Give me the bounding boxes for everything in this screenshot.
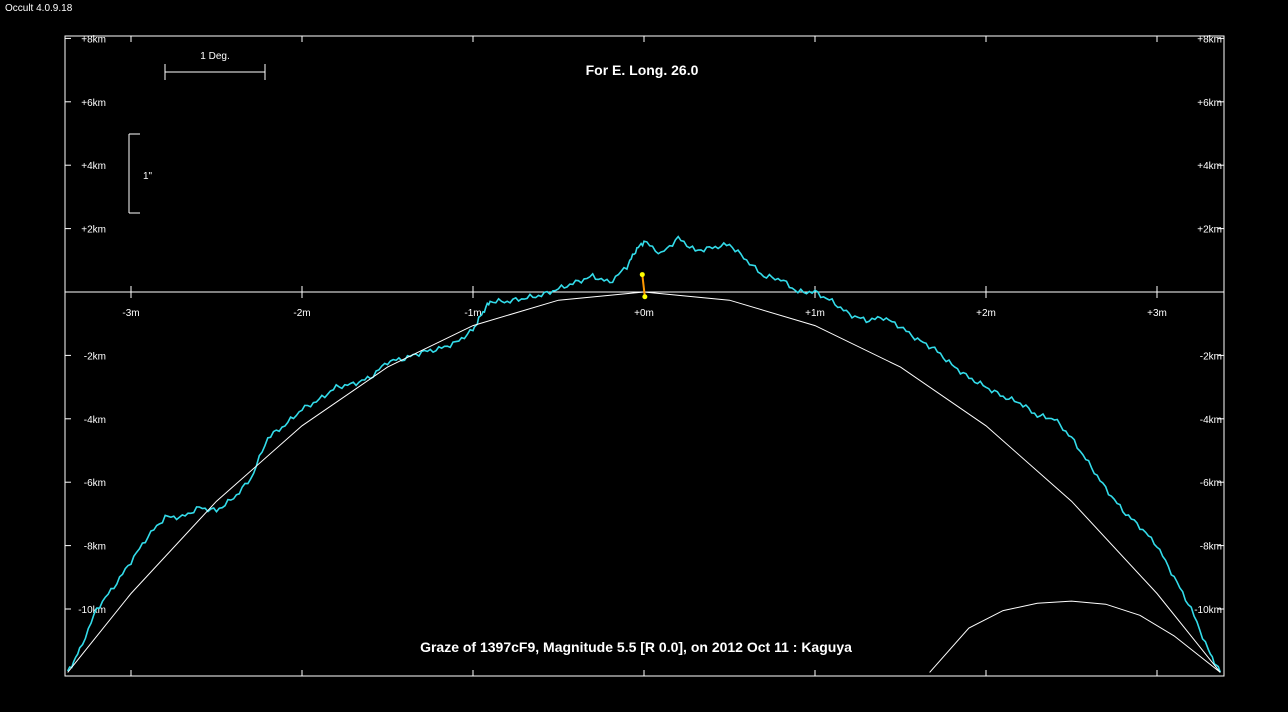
plot-frame [64,35,1225,677]
series-mean-limb [67,291,1221,673]
y-tick-label-right: +4km [1197,161,1222,172]
y-tick-label-left: +4km [81,161,106,172]
x-tick-label: -3m [122,308,139,319]
y-tick-label-left: -4km [84,415,106,426]
x-tick-label: -2m [293,308,310,319]
series-lunar-limb-profile [66,235,1222,673]
horizontal-scale-label: 1 Deg. [200,51,229,62]
axis-ticks: +8km +8km +6km +6km +4km +4km +2km +2km -2km -2km… [65,34,1224,676]
x-tick-label: -1m [464,308,481,319]
y-tick-label-left: +2km [81,225,106,236]
x-tick-label: +2m [976,308,996,319]
vertical-scale-bar: 1" [128,133,153,214]
y-tick-label-right: -8km [1200,542,1222,553]
y-tick-label-right: +2km [1197,225,1222,236]
y-tick-label-left: -6km [84,478,106,489]
event-marker-line [641,274,646,297]
series-group [66,235,1222,673]
vertical-scale-label: 1" [143,171,153,182]
y-tick-label-right: -10km [1194,605,1222,616]
x-tick-label: +3m [1147,308,1167,319]
event-marker-point [639,272,645,278]
y-tick-label-right: -2km [1200,351,1222,362]
series-secondary-limb [929,600,1221,673]
y-tick-label-left: -8km [84,542,106,553]
y-tick-label-left: -10km [78,605,106,616]
event-marker-point [642,294,648,300]
chart-footer: Graze of 1397cF9, Magnitude 5.5 [R 0.0],… [420,639,852,655]
y-tick-label-right: +6km [1197,98,1222,109]
y-tick-label-right: -6km [1200,478,1222,489]
app-title: Occult 4.0.9.18 [5,3,73,14]
y-tick-label-left: -2km [84,351,106,362]
event-marker [639,272,648,300]
y-tick-label-left: +6km [81,98,106,109]
x-tick-label: +1m [805,308,825,319]
horizontal-scale-bar: 1 Deg. [164,51,266,80]
x-tick-label: +0m [634,308,654,319]
y-tick-label-right: +8km [1197,34,1222,45]
y-tick-label-left: +8km [81,34,106,45]
y-tick-label-right: -4km [1200,415,1222,426]
chart-title: For E. Long. 26.0 [586,62,699,78]
